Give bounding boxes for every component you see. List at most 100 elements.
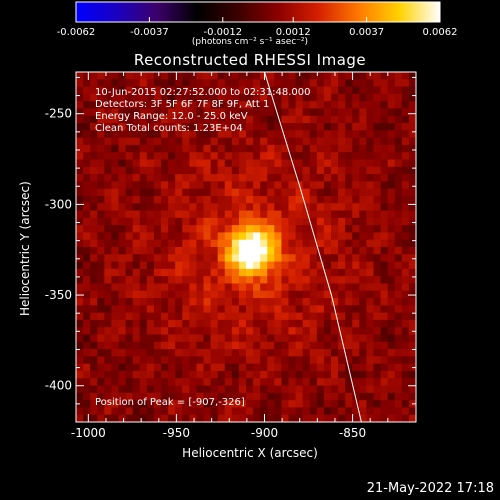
heatmap-cell: [161, 334, 169, 343]
heatmap-cell: [125, 327, 134, 336]
heatmap-cell: [352, 203, 360, 212]
heatmap-cell: [182, 115, 190, 124]
heatmap-cell: [281, 166, 290, 175]
heatmap-cell: [217, 334, 226, 343]
heatmap-cell: [224, 349, 233, 357]
heatmap-cell: [274, 115, 283, 124]
heatmap-cell: [302, 349, 311, 357]
heatmap-cell: [168, 356, 176, 365]
heatmap-cell: [380, 174, 389, 182]
heatmap-cell: [217, 385, 226, 394]
heatmap-cell: [309, 319, 318, 328]
heatmap-cell: [345, 327, 353, 336]
heatmap-cell: [125, 349, 134, 357]
heatmap-cell: [125, 79, 134, 88]
heatmap-cell: [246, 79, 254, 88]
heatmap-cell: [253, 334, 261, 343]
heatmap-cell: [118, 400, 127, 409]
heatmap-cell: [345, 93, 353, 102]
heatmap-cell: [76, 137, 84, 146]
heatmap-cell: [401, 79, 410, 88]
heatmap-cell: [359, 232, 368, 241]
heatmap-cell: [146, 363, 155, 372]
heatmap-cell: [408, 108, 416, 117]
heatmap-cell: [288, 363, 297, 372]
heatmap-cell: [260, 370, 268, 379]
heatmap-cell: [189, 312, 198, 321]
heatmap-cell: [210, 195, 219, 204]
heatmap-cell: [168, 363, 176, 372]
heatmap-cell: [267, 115, 275, 124]
heatmap-cell: [175, 261, 183, 270]
heatmap-cell: [408, 166, 416, 175]
heatmap-cell: [132, 298, 141, 306]
heatmap-cell: [387, 203, 396, 212]
heatmap-cell: [231, 86, 240, 95]
heatmap-cell: [189, 72, 198, 80]
heatmap-cell: [295, 312, 304, 321]
heatmap-cell: [316, 392, 325, 401]
axis-ticks: -1000 -950 -900 -850-250-300-350-400: [45, 72, 416, 440]
heatmap-cell: [387, 349, 396, 357]
heatmap-cell: [203, 130, 212, 139]
heatmap-cell: [260, 225, 268, 234]
heatmap-cell: [267, 188, 275, 197]
heatmap-cell: [267, 181, 275, 190]
heatmap-cell: [323, 327, 332, 336]
heatmap-cell: [168, 130, 176, 139]
heatmap-cell: [146, 123, 155, 131]
heatmap-cell: [189, 261, 198, 270]
heatmap-cell: [408, 385, 416, 394]
heatmap-cell: [274, 239, 283, 248]
heatmap-cell: [196, 174, 205, 182]
heatmap-cell: [352, 101, 360, 110]
y-tick-label: -400: [45, 379, 72, 393]
heatmap-cell: [309, 378, 318, 387]
heatmap-cell: [203, 86, 212, 95]
heatmap-cell: [76, 144, 84, 153]
heatmap-cell: [352, 341, 360, 350]
heatmap-cell: [352, 174, 360, 182]
heatmap-cell: [338, 130, 346, 139]
heatmap-cell: [238, 72, 247, 80]
heatmap-cell: [331, 232, 339, 241]
heatmap-cell: [295, 225, 304, 234]
heatmap-cell: [175, 181, 183, 190]
heatmap-cell: [401, 101, 410, 110]
heatmap-cell: [83, 137, 91, 146]
heatmap-cell: [83, 247, 91, 255]
heatmap-cell: [161, 392, 169, 401]
heatmap-cell: [253, 305, 261, 314]
heatmap-cell: [373, 312, 382, 321]
heatmap-cell: [182, 254, 190, 263]
heatmap-cell: [274, 86, 283, 95]
heatmap-cell: [338, 195, 346, 204]
heatmap-cell: [231, 247, 240, 255]
heatmap-cell: [161, 159, 169, 168]
heatmap-cell: [161, 108, 169, 117]
heatmap-cell: [83, 232, 91, 241]
heatmap-cell: [401, 290, 410, 299]
heatmap-cell: [83, 195, 91, 204]
heatmap-cell: [352, 392, 360, 401]
heatmap-cell: [97, 312, 105, 321]
heatmap-cell: [111, 166, 120, 175]
heatmap-cell: [323, 93, 332, 102]
heatmap-cell: [366, 378, 375, 387]
heatmap-cell: [175, 239, 183, 248]
heatmap-cell: [387, 341, 396, 350]
heatmap-cell: [331, 152, 339, 161]
heatmap-cell: [281, 356, 290, 365]
heatmap-cell: [323, 195, 332, 204]
heatmap-cell: [380, 363, 389, 372]
heatmap-cell: [182, 290, 190, 299]
heatmap-cell: [189, 414, 198, 422]
heatmap-cell: [401, 334, 410, 343]
heatmap-cell: [125, 152, 134, 161]
heatmap-cell: [246, 239, 254, 248]
heatmap-cell: [246, 159, 254, 168]
heatmap-cell: [260, 144, 268, 153]
heatmap-cell: [380, 298, 389, 306]
heatmap-cell: [331, 349, 339, 357]
heatmap-cell: [231, 174, 240, 182]
